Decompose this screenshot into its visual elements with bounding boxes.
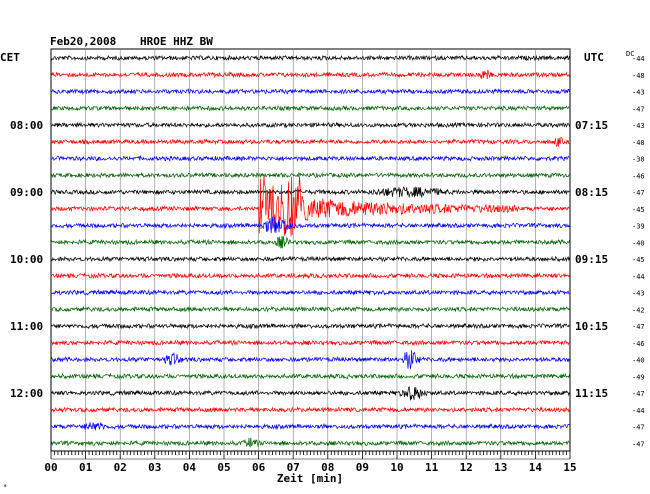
trace-row bbox=[50, 288, 570, 296]
trace-row bbox=[50, 437, 570, 448]
x-tick-label: 05 bbox=[217, 461, 230, 474]
left-time-label: 12:00 bbox=[10, 387, 43, 400]
dc-offset: -43 bbox=[632, 290, 645, 298]
tick-labels: 00 01 02 03 04 05 06 07 08 09 10 11 12 13 14 15 08:00 09:… bbox=[10, 55, 645, 474]
x-tick-label: 12 bbox=[460, 461, 473, 474]
dc-offset: -45 bbox=[632, 256, 645, 264]
right-time-label: 11:15 bbox=[575, 387, 608, 400]
dc-label: DC bbox=[626, 50, 634, 58]
trace-row bbox=[50, 54, 570, 62]
trace-row bbox=[50, 69, 570, 80]
dc-offset: -44 bbox=[632, 55, 645, 63]
svg-text:*: * bbox=[3, 483, 7, 491]
plot-frame bbox=[50, 48, 571, 452]
dc-offset: -49 bbox=[632, 373, 645, 381]
station-label: HROE HHZ BW bbox=[140, 35, 213, 48]
trace-row bbox=[50, 104, 570, 112]
x-tick-label: 09 bbox=[356, 461, 369, 474]
x-tick-label: 04 bbox=[183, 461, 197, 474]
trace-row bbox=[50, 154, 570, 162]
trace-row bbox=[50, 136, 570, 148]
trace-row bbox=[50, 272, 570, 280]
dc-offset: -47 bbox=[632, 390, 645, 398]
x-tick-label: 03 bbox=[148, 461, 161, 474]
right-time-label: 07:15 bbox=[575, 119, 608, 132]
x-tick-label: 10 bbox=[390, 461, 403, 474]
left-time-label: 08:00 bbox=[10, 119, 43, 132]
right-time-label: 08:15 bbox=[575, 186, 608, 199]
trace-row bbox=[50, 175, 570, 237]
trace-row bbox=[50, 322, 570, 330]
trace-row bbox=[50, 88, 570, 96]
trace-row bbox=[51, 386, 570, 401]
date-label: Feb20,2008 bbox=[50, 35, 116, 48]
x-tick-label: 13 bbox=[494, 461, 507, 474]
trace-row bbox=[50, 305, 570, 313]
trace-row bbox=[50, 235, 570, 249]
trace-row bbox=[50, 255, 570, 263]
dc-offset: -44 bbox=[632, 273, 645, 281]
trace-row bbox=[50, 422, 570, 431]
dc-offset: -44 bbox=[632, 407, 645, 415]
x-tick-label: 14 bbox=[529, 461, 543, 474]
trace-row bbox=[50, 171, 570, 179]
x-tick-label: 15 bbox=[563, 461, 576, 474]
left-time-label: 09:00 bbox=[10, 186, 43, 199]
dc-offset: -40 bbox=[632, 239, 645, 247]
traces bbox=[50, 54, 570, 448]
dc-offset: -46 bbox=[632, 340, 645, 348]
x-tick-label: 01 bbox=[79, 461, 93, 474]
right-time-label: 09:15 bbox=[575, 253, 608, 266]
x-tick-label: 00 bbox=[44, 461, 57, 474]
trace-row bbox=[50, 186, 570, 199]
dc-offset: -40 bbox=[632, 357, 645, 365]
trace-row bbox=[50, 121, 570, 129]
trace-row bbox=[50, 372, 570, 380]
dc-offset: -47 bbox=[632, 440, 645, 448]
x-tick-label: 02 bbox=[114, 461, 127, 474]
x-tick-label: 11 bbox=[425, 461, 439, 474]
right-timezone-label: UTC bbox=[584, 51, 604, 64]
x-tick-label: 08 bbox=[321, 461, 334, 474]
dc-offset: -42 bbox=[632, 306, 645, 314]
dc-offset: -47 bbox=[632, 189, 645, 197]
trace-row bbox=[50, 406, 570, 414]
left-time-label: 10:00 bbox=[10, 253, 43, 266]
trace-row bbox=[50, 339, 570, 347]
left-timezone-label: CET bbox=[0, 51, 20, 64]
dc-offset: -46 bbox=[632, 172, 645, 180]
dc-offset: -40 bbox=[632, 139, 645, 147]
dc-offset: -39 bbox=[632, 223, 645, 231]
dc-offset: -45 bbox=[632, 206, 645, 214]
x-tick-label: 06 bbox=[252, 461, 266, 474]
x-axis-label: Zeit [min] bbox=[277, 472, 343, 485]
trace-row bbox=[50, 216, 570, 234]
right-time-label: 10:15 bbox=[575, 320, 608, 333]
trace-row bbox=[50, 350, 570, 370]
dc-offset: -38 bbox=[632, 156, 645, 164]
left-time-label: 11:00 bbox=[10, 320, 43, 333]
dc-offset: -43 bbox=[632, 122, 645, 130]
grid bbox=[50, 48, 571, 460]
dc-offset: -48 bbox=[632, 72, 645, 80]
dc-offset: -47 bbox=[632, 424, 645, 432]
dc-offset: -47 bbox=[632, 105, 645, 113]
dc-offset: -47 bbox=[632, 323, 645, 331]
dc-offset: -43 bbox=[632, 89, 645, 97]
x-tick-label: 07 bbox=[287, 461, 300, 474]
